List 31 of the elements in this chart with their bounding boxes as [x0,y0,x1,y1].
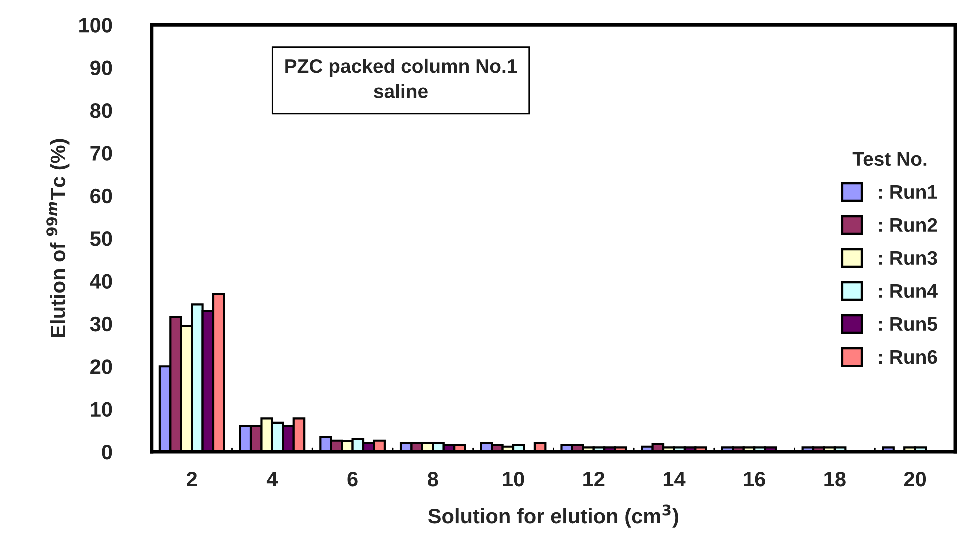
x-tick-label: 2 [187,472,198,487]
x-tick-label: 16 [744,472,766,487]
x-tick-label: 6 [348,472,358,487]
y-tick-label: 100 [80,18,112,33]
y-tick-label: 10 [91,402,112,418]
legend-label: : Run6 [879,350,938,364]
y-tick-label: 60 [90,188,112,204]
x-tick-label: 10 [503,472,524,487]
x-tick-label: 8 [428,472,438,487]
text: PZC packed column No.1 saline [286,58,518,98]
legend-label: : Run2 [879,218,938,232]
y-tick-label: 90 [90,60,112,76]
legend-label: : Run3 [879,251,938,266]
legend-label: : Run5 [879,318,938,332]
x-tick-label: 12 [584,472,605,487]
legend-label: : Run4 [879,284,938,298]
y-tick-label: 20 [90,360,112,374]
legend-title: Test No. [852,152,927,166]
y-tick-label: 70 [90,146,112,161]
y-tick-label: 0 [102,444,112,460]
y-tick-label: 30 [90,316,112,332]
legend-label: : Run1 [879,186,938,200]
y-tick-label: 80 [90,103,112,118]
y-axis-title: Elution of $^{99m}$Tc (%) [46,139,70,338]
x-tick-label: 20 [904,472,926,487]
y-tick-label: 50 [90,232,112,246]
x-tick-label: 14 [664,472,686,487]
x-axis-title: Solution for elution (cm$^{3}$) [428,504,678,528]
x-tick-label: 4 [266,472,278,487]
x-tick-label: 18 [824,472,846,487]
y-tick-label: 40 [90,274,112,289]
